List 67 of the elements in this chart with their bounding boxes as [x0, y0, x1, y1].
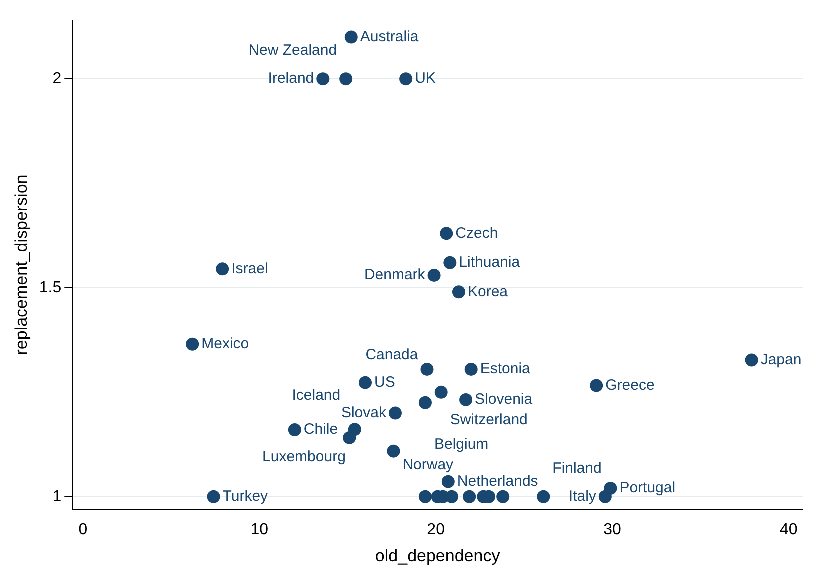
- point: [434, 386, 448, 399]
- data-label: Portugal: [620, 480, 676, 497]
- point: [442, 475, 455, 488]
- point: [428, 268, 441, 282]
- point: [745, 354, 758, 367]
- point: [418, 396, 432, 410]
- point: [358, 376, 372, 390]
- data-label: Switzerland: [450, 412, 528, 429]
- data-label: Slovenia: [475, 391, 534, 408]
- data-label: Denmark: [364, 266, 426, 284]
- y-axis-title: replacement_dispersion: [12, 174, 31, 356]
- data-label: Korea: [468, 283, 509, 300]
- point: [186, 338, 200, 351]
- point: [420, 362, 434, 376]
- data-label: Czech: [456, 224, 498, 242]
- data-label: Chile: [304, 421, 338, 438]
- data-label: Australia: [360, 28, 420, 46]
- point: [387, 444, 400, 458]
- data-label: Mexico: [202, 336, 250, 353]
- data-label: Norway: [402, 456, 454, 474]
- y-tick-label: 1.5: [39, 279, 62, 296]
- point: [464, 362, 478, 376]
- data-label: Ireland: [268, 70, 314, 88]
- data-label: Belgium: [434, 436, 489, 454]
- point: [440, 227, 454, 240]
- data-label: Netherlands: [457, 472, 538, 490]
- data-label: UK: [415, 70, 436, 88]
- y-tick-label: 2: [52, 70, 62, 88]
- point: [460, 393, 473, 406]
- y-tick-label: 1: [52, 488, 62, 506]
- point: [598, 490, 612, 504]
- point: [496, 490, 510, 504]
- data-label: Luxembourg: [262, 448, 346, 466]
- x-tick-label: 40: [780, 521, 798, 538]
- point: [400, 72, 413, 86]
- data-label: Estonia: [480, 360, 532, 378]
- x-tick-label: 10: [250, 521, 269, 538]
- data-label: Lithuania: [459, 254, 521, 272]
- x-axis-title: old_dependency: [375, 546, 501, 566]
- point: [343, 431, 356, 444]
- point: [288, 424, 302, 437]
- data-label: New Zealand: [248, 42, 338, 60]
- data-label: Canada: [366, 346, 419, 364]
- point: [344, 30, 358, 44]
- point: [340, 72, 353, 86]
- data-label: Japan: [760, 351, 802, 368]
- data-label: Italy: [568, 488, 597, 506]
- point: [463, 490, 476, 504]
- point: [216, 262, 230, 276]
- data-label: Iceland: [292, 387, 341, 404]
- data-label: Greece: [606, 376, 655, 394]
- x-tick-label: 30: [604, 521, 622, 538]
- data-label: Israel: [232, 260, 268, 278]
- data-label: US: [374, 374, 396, 391]
- data-label: Turkey: [222, 488, 269, 506]
- point: [388, 406, 402, 420]
- point: [444, 256, 457, 270]
- point: [452, 286, 466, 299]
- point: [418, 490, 432, 504]
- point: [590, 379, 604, 392]
- data-label: Finland: [552, 460, 602, 478]
- point: [316, 72, 330, 86]
- data-label: Slovak: [341, 404, 387, 422]
- x-tick-label: 20: [427, 521, 446, 538]
- point: [537, 490, 550, 504]
- point: [207, 490, 220, 504]
- x-tick-label: 0: [78, 521, 88, 538]
